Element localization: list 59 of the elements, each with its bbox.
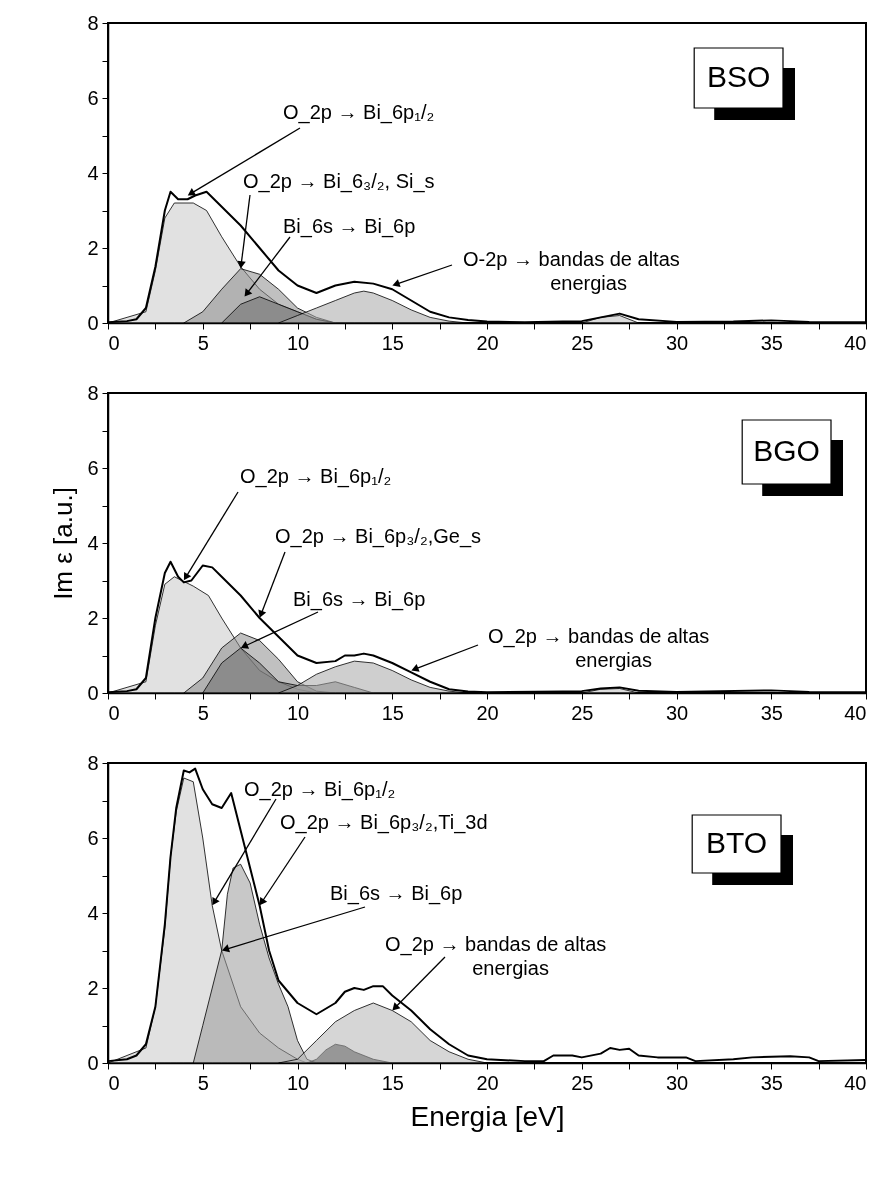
x-tick-label: 10 [286,1071,310,1094]
x-tick-label: 0 [108,1071,120,1094]
annotation: O_2p → Bi_6p₁/₂ [244,778,396,801]
x-tick-label: 30 [665,331,689,354]
y-tick-label: 4 [87,901,99,924]
y-tick-label: 0 [87,681,99,704]
text: BTO [706,826,768,859]
annotation: O-2p → bandas de altas energias [463,248,680,294]
annotation: O_2p → Bi_6p₁/₂ [283,101,435,124]
x-tick-label: 0 [108,331,120,354]
x-tick-label: 35 [760,331,783,354]
annotation: O_2p → Bi_6p₃/₂,Ti_3d [280,811,488,834]
y-tick-label: 0 [87,1051,99,1074]
annotation: O_2p → Bi_6p₃/₂,Ge_s [275,525,482,548]
x-tick-label: 35 [760,701,783,724]
annotation: Bi_6s → Bi_6p [283,215,416,238]
x-tick-label: 20 [476,701,499,724]
annotation: O_2p → Bi_6₃/₂, Si_s [243,170,435,193]
x-tick-label: 0 [108,701,120,724]
annotation: O_2p → bandas de altas energias [488,625,710,671]
y-tick-label: 6 [87,86,99,109]
annotation: O_2p → Bi_6p₁/₂ [240,465,392,488]
y-tick-label: 0 [87,311,99,334]
annotation: Bi_6s → Bi_6p [330,882,463,905]
y-tick-label: 2 [87,236,99,259]
y-tick-label: 8 [87,11,99,34]
x-axis-title: Energia [eV] [410,1100,565,1132]
y-tick-label: 8 [87,751,99,774]
annotation: Bi_6s → Bi_6p [293,588,426,611]
x-tick-label: 30 [665,701,689,724]
x-tick-label: 5 [197,1071,209,1094]
x-tick-label: 10 [286,701,310,724]
text: BGO [753,434,820,467]
y-tick-label: 6 [87,826,99,849]
x-tick-label: 20 [476,331,499,354]
x-tick-label: 40 [844,331,867,354]
x-tick-label: 10 [286,331,310,354]
x-tick-label: 35 [760,1071,783,1094]
x-tick-label: 25 [571,1071,594,1094]
annotation: O_2p → bandas de altas energias [385,933,607,979]
x-tick-label: 15 [381,701,404,724]
x-tick-label: 25 [571,331,594,354]
x-tick-label: 5 [197,331,209,354]
x-tick-label: 5 [197,701,209,724]
text: BSO [706,60,771,93]
x-tick-label: 20 [476,1071,499,1094]
y-tick-label: 6 [87,456,99,479]
y-tick-label: 2 [87,606,99,629]
x-tick-label: 30 [665,1071,689,1094]
y-axis-title: Im ε [a.u.] [48,487,79,600]
x-tick-label: 40 [844,701,867,724]
y-tick-label: 2 [87,976,99,999]
x-tick-label: 25 [571,701,594,724]
x-tick-label: 15 [381,331,404,354]
y-tick-label: 8 [87,381,99,404]
x-tick-label: 40 [844,1071,867,1094]
y-tick-label: 4 [87,531,99,554]
y-tick-label: 4 [87,161,99,184]
x-tick-label: 15 [381,1071,404,1094]
